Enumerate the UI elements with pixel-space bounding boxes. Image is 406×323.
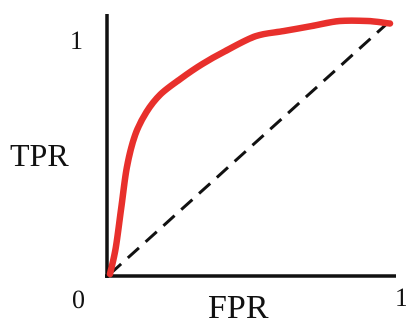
random-baseline-line xyxy=(108,19,392,276)
x-tick-label-1: 1 xyxy=(395,283,406,312)
y-tick-label-1: 1 xyxy=(70,26,83,55)
series-layer xyxy=(106,17,394,278)
roc-curve-line xyxy=(106,17,394,278)
x-axis-label: FPR xyxy=(208,289,269,323)
y-axis-label: TPR xyxy=(10,137,69,173)
x-tick-label-0: 0 xyxy=(72,285,85,314)
plot-area xyxy=(105,14,396,278)
